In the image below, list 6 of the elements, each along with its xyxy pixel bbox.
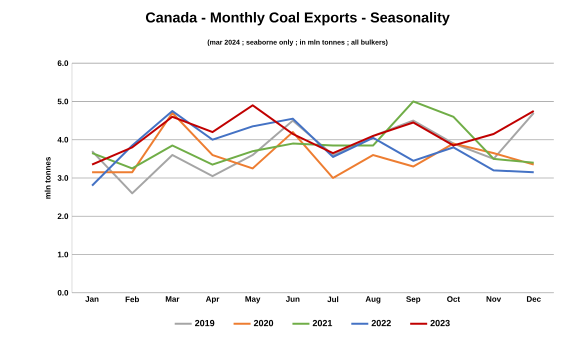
legend-label: 2023 — [430, 320, 450, 326]
legend-label: 2021 — [312, 320, 332, 326]
legend-label: 2022 — [372, 320, 391, 326]
legend-label: 2019 — [195, 320, 214, 326]
legend-label: 2020 — [254, 320, 274, 326]
chart-title: Canada - Monthly Coal Exports - Seasonality — [146, 12, 450, 26]
